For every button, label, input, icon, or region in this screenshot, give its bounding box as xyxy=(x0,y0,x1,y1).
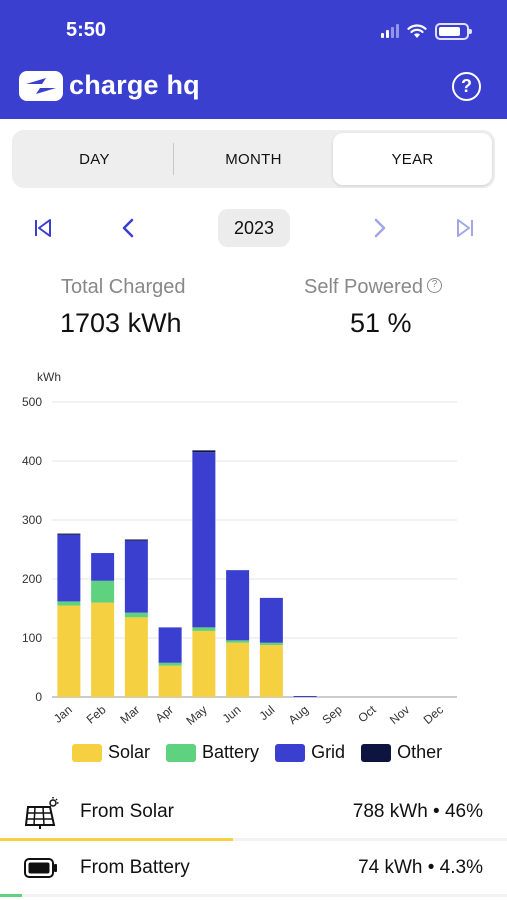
x-tick-label: May xyxy=(183,703,209,728)
x-tick-label: Feb xyxy=(84,702,109,726)
bar-battery-feb xyxy=(91,580,115,603)
charge-hq-logo-icon xyxy=(19,71,63,101)
chevron-left-icon xyxy=(122,218,134,238)
chevron-right-icon xyxy=(374,218,386,238)
breakdown-value-solar: 788 kWh • 46% xyxy=(352,801,483,822)
bar-grid-aug xyxy=(293,696,317,697)
self-powered-label: Self Powered? xyxy=(304,276,442,299)
legend-label-other: Other xyxy=(397,742,443,762)
legend-swatch-battery xyxy=(166,743,197,762)
info-icon[interactable]: ? xyxy=(426,278,442,293)
x-tick-label: Jul xyxy=(257,703,278,724)
solar-panel-icon xyxy=(24,797,59,829)
bar-solar-feb xyxy=(91,602,115,697)
bar-other-jan xyxy=(57,533,81,535)
skip-first-icon xyxy=(35,219,51,237)
x-tick-label: Mar xyxy=(117,703,142,727)
y-tick-label: 100 xyxy=(22,631,42,645)
bar-grid-apr xyxy=(158,627,182,663)
y-axis-unit-label: kWh xyxy=(37,370,61,384)
total-charged-value: 1703 kWh xyxy=(60,308,182,338)
breakdown-row-battery[interactable]: From Battery 74 kWh • 4.3% xyxy=(0,841,507,897)
breakdown-row-solar[interactable]: From Solar 788 kWh • 46% xyxy=(0,785,507,841)
x-tick-label: Oct xyxy=(355,702,379,725)
bar-solar-jun xyxy=(226,642,250,697)
x-tick-label: Jan xyxy=(51,703,75,726)
wifi-icon xyxy=(407,23,427,38)
legend-battery[interactable]: Battery xyxy=(166,742,259,763)
first-period-button[interactable] xyxy=(30,207,56,249)
x-tick-label: Aug xyxy=(286,703,311,727)
bar-grid-may xyxy=(192,452,216,628)
y-tick-label: 500 xyxy=(22,395,42,409)
y-tick-label: 0 xyxy=(35,690,42,704)
skip-last-icon xyxy=(457,219,473,237)
bar-grid-jul xyxy=(259,597,283,643)
chart-legend: Solar Battery Grid Other xyxy=(72,742,442,763)
legend-swatch-other xyxy=(361,743,392,762)
legend-swatch-solar xyxy=(72,743,102,762)
battery-icon xyxy=(24,858,57,878)
period-selector[interactable]: 2023 xyxy=(218,209,290,247)
breakdown-value-battery: 74 kWh • 4.3% xyxy=(358,857,483,878)
solar-progress-fill xyxy=(0,838,234,841)
help-button[interactable]: ? xyxy=(452,72,481,101)
tab-month[interactable]: MONTH xyxy=(225,150,282,168)
legend-label-solar: Solar xyxy=(108,742,151,762)
battery-progress-fill xyxy=(0,894,22,897)
battery-progress-track xyxy=(0,894,507,897)
breakdown-label-solar: From Solar xyxy=(80,801,174,822)
battery-status-icon xyxy=(435,22,472,40)
legend-label-grid: Grid xyxy=(311,742,346,762)
bar-grid-mar xyxy=(124,540,148,613)
legend-solar[interactable]: Solar xyxy=(72,742,150,763)
solar-progress-track xyxy=(0,838,507,841)
bar-battery-jul xyxy=(259,642,283,646)
bar-other-mar xyxy=(124,539,148,541)
tab-year[interactable]: YEAR xyxy=(333,133,492,185)
previous-period-button[interactable] xyxy=(116,207,140,249)
bar-battery-may xyxy=(192,627,216,631)
bar-grid-jun xyxy=(226,570,250,641)
legend-swatch-grid xyxy=(275,743,306,762)
total-charged-label: Total Charged xyxy=(61,276,186,298)
legend-other[interactable]: Other xyxy=(361,742,442,763)
status-time: 5:50 xyxy=(66,19,107,41)
self-powered-text: Self Powered xyxy=(304,276,423,298)
y-tick-label: 300 xyxy=(22,513,42,527)
energy-chart: kWh 0 100 200 300 400 500 Jan Feb Mar Apr May Jun Jul… xyxy=(22,370,457,728)
y-tick-label: 400 xyxy=(22,454,42,468)
bar-solar-jan xyxy=(57,605,81,697)
cellular-signal-icon xyxy=(381,24,399,38)
bar-battery-apr xyxy=(158,662,182,666)
bar-solar-may xyxy=(192,630,216,697)
x-tick-label: Apr xyxy=(153,703,176,726)
x-tick-label: Sep xyxy=(319,702,345,727)
self-powered-value: 51 % xyxy=(350,308,412,338)
x-tick-label: Dec xyxy=(421,703,446,727)
bar-battery-jan xyxy=(57,601,81,606)
bar-solar-mar xyxy=(124,617,148,697)
next-period-button[interactable] xyxy=(368,207,392,249)
legend-grid[interactable]: Grid xyxy=(275,742,345,763)
breakdown-label-battery: From Battery xyxy=(80,857,190,878)
bar-grid-feb xyxy=(91,553,115,581)
bar-grid-jan xyxy=(57,534,81,602)
bar-other-may xyxy=(192,450,216,453)
y-tick-label: 200 xyxy=(22,572,42,586)
period-tabs: DAY MONTH YEAR xyxy=(12,130,495,188)
status-icons xyxy=(381,21,472,41)
x-tick-label: Nov xyxy=(387,703,412,727)
bar-solar-jul xyxy=(259,645,283,697)
legend-label-battery: Battery xyxy=(202,742,260,762)
x-tick-label: Jun xyxy=(220,703,244,726)
bar-battery-jun xyxy=(226,640,250,643)
bar-battery-mar xyxy=(124,612,148,618)
tab-day[interactable]: DAY xyxy=(15,133,174,185)
last-period-button[interactable] xyxy=(452,207,478,249)
app-header: 5:50 charge hq ? xyxy=(0,0,507,119)
app-name: charge hq xyxy=(69,70,200,100)
bar-solar-apr xyxy=(158,665,182,697)
